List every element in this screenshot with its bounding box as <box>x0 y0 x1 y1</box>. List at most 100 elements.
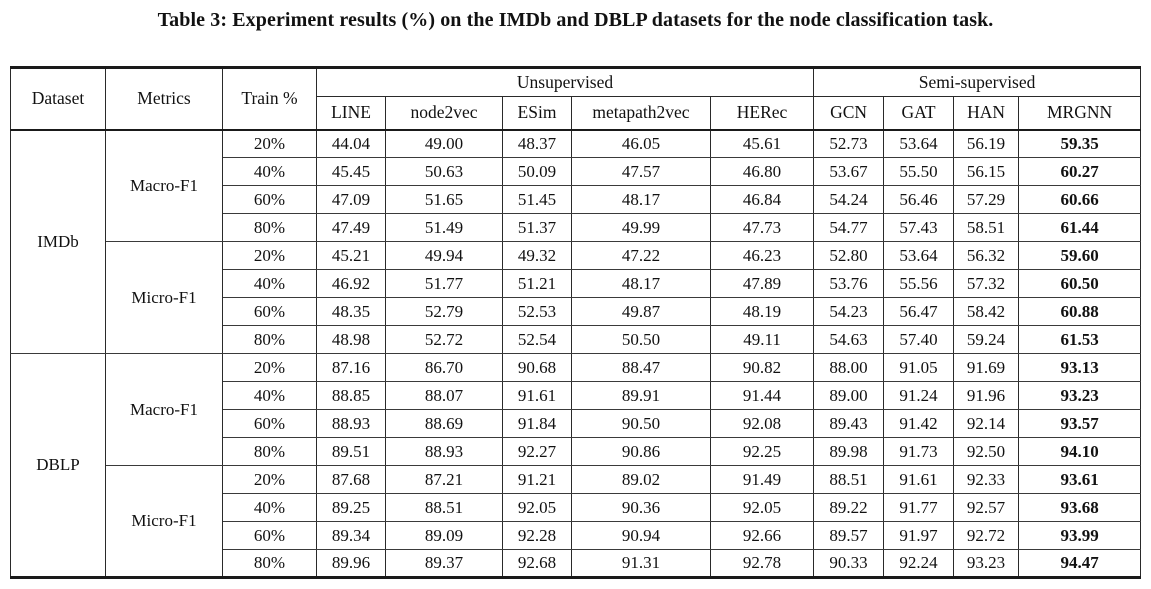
table-row: 80% 89.96 89.37 92.68 91.31 92.78 90.33 92.24 93… <box>11 549 1142 578</box>
header-method-node2vec: node2vec <box>385 96 503 131</box>
header-method-mrgnn: MRGNN <box>1018 96 1142 131</box>
value-cell: 56.47 <box>883 297 955 326</box>
value-cell: 52.53 <box>502 297 572 326</box>
value-cell: 91.97 <box>883 521 955 550</box>
value-cell: 46.92 <box>316 269 386 298</box>
value-cell: 92.57 <box>953 493 1020 522</box>
value-cell: 92.72 <box>953 521 1020 550</box>
table-row: 40% 89.25 88.51 92.05 90.36 92.05 89.22 91.77 92… <box>11 493 1142 522</box>
value-cell: 49.94 <box>385 241 503 270</box>
header-method-gcn: GCN <box>813 96 885 131</box>
value-cell: 87.21 <box>385 465 503 494</box>
value-cell: 50.50 <box>571 325 711 354</box>
train-percent-cell: 80% <box>222 549 317 578</box>
results-table: Dataset Metrics Train % Unsupervised Sem… <box>10 66 1142 579</box>
value-cell: 51.37 <box>502 213 572 242</box>
value-cell: 46.84 <box>709 185 815 214</box>
value-cell: 58.51 <box>953 213 1020 242</box>
value-cell: 92.25 <box>709 437 815 466</box>
value-cell: 88.85 <box>316 381 386 410</box>
value-cell: 90.86 <box>571 437 711 466</box>
value-cell: 49.11 <box>709 325 815 354</box>
value-cell: 60.50 <box>1018 269 1142 298</box>
table-caption: Table 3: Experiment results (%) on the I… <box>157 9 994 31</box>
value-cell: 56.32 <box>953 241 1020 270</box>
value-cell: 53.64 <box>883 241 955 270</box>
value-cell: 93.23 <box>1018 381 1142 410</box>
metric-cell: Micro-F1 <box>105 465 223 578</box>
value-cell: 61.53 <box>1018 325 1142 354</box>
value-cell: 48.17 <box>571 269 711 298</box>
train-percent-cell: 60% <box>222 521 317 550</box>
value-cell: 89.96 <box>316 549 386 578</box>
method-header-row: LINE node2vec ESim metapath2vec HERec GC… <box>11 96 1142 131</box>
value-cell: 90.94 <box>571 521 711 550</box>
value-cell: 57.29 <box>953 185 1020 214</box>
value-cell: 50.09 <box>502 157 572 186</box>
value-cell: 54.77 <box>813 213 885 242</box>
value-cell: 46.05 <box>571 129 711 158</box>
value-cell: 91.61 <box>502 381 572 410</box>
value-cell: 88.51 <box>813 465 885 494</box>
value-cell: 49.32 <box>502 241 572 270</box>
table-row: 60% 89.34 89.09 92.28 90.94 92.66 89.57 91.97 92… <box>11 521 1142 550</box>
value-cell: 48.37 <box>502 129 572 158</box>
table-row: 60% 88.93 88.69 91.84 90.50 92.08 89.43 91.42 92… <box>11 409 1142 438</box>
value-cell: 89.34 <box>316 521 386 550</box>
value-cell: 48.35 <box>316 297 386 326</box>
value-cell: 54.24 <box>813 185 885 214</box>
train-percent-cell: 80% <box>222 437 317 466</box>
value-cell: 92.14 <box>953 409 1020 438</box>
header-method-gat: GAT <box>883 96 955 131</box>
train-percent-cell: 40% <box>222 381 317 410</box>
value-cell: 51.65 <box>385 185 503 214</box>
table-header: Dataset Metrics Train % Unsupervised Sem… <box>10 67 1142 131</box>
value-cell: 89.00 <box>813 381 885 410</box>
value-cell: 90.50 <box>571 409 711 438</box>
value-cell: 89.02 <box>571 465 711 494</box>
train-percent-cell: 20% <box>222 353 317 382</box>
value-cell: 93.99 <box>1018 521 1142 550</box>
value-cell: 92.27 <box>502 437 572 466</box>
value-cell: 52.79 <box>385 297 503 326</box>
value-cell: 91.84 <box>502 409 572 438</box>
value-cell: 57.43 <box>883 213 955 242</box>
value-cell: 90.68 <box>502 353 572 382</box>
train-percent-cell: 80% <box>222 325 317 354</box>
value-cell: 92.05 <box>502 493 572 522</box>
group-header-unsupervised: Unsupervised <box>315 67 815 97</box>
value-cell: 89.25 <box>316 493 386 522</box>
value-cell: 56.19 <box>953 129 1020 158</box>
value-cell: 57.40 <box>883 325 955 354</box>
value-cell: 89.09 <box>385 521 503 550</box>
value-cell: 93.13 <box>1018 353 1142 382</box>
value-cell: 88.07 <box>385 381 503 410</box>
value-cell: 86.70 <box>385 353 503 382</box>
table-row: 60% 48.35 52.79 52.53 49.87 48.19 54.23 56.47 58… <box>11 297 1142 326</box>
value-cell: 92.24 <box>883 549 955 578</box>
value-cell: 91.77 <box>883 493 955 522</box>
value-cell: 92.78 <box>709 549 815 578</box>
train-percent-cell: 60% <box>222 297 317 326</box>
table-row: 80% 48.98 52.72 52.54 50.50 49.11 54.63 57.40 59… <box>11 325 1142 354</box>
value-cell: 61.44 <box>1018 213 1142 242</box>
value-cell: 91.49 <box>709 465 815 494</box>
value-cell: 91.31 <box>571 549 711 578</box>
value-cell: 51.45 <box>502 185 572 214</box>
value-cell: 93.57 <box>1018 409 1142 438</box>
dataset-cell: IMDb <box>10 129 106 354</box>
value-cell: 60.27 <box>1018 157 1142 186</box>
value-cell: 92.66 <box>709 521 815 550</box>
value-cell: 54.63 <box>813 325 885 354</box>
value-cell: 88.00 <box>813 353 885 382</box>
table-row: Micro-F1 20% 45.21 49.94 49.32 47.22 46.23 52.8… <box>11 241 1142 354</box>
train-percent-cell: 40% <box>222 493 317 522</box>
header-train-percent: Train % <box>222 67 317 131</box>
value-cell: 93.23 <box>953 549 1020 578</box>
value-cell: 91.21 <box>502 465 572 494</box>
value-cell: 53.64 <box>883 129 955 158</box>
value-cell: 91.69 <box>953 353 1020 382</box>
value-cell: 56.15 <box>953 157 1020 186</box>
table-row: 80% 89.51 88.93 92.27 90.86 92.25 89.98 91.73 92… <box>11 437 1142 466</box>
value-cell: 45.21 <box>316 241 386 270</box>
